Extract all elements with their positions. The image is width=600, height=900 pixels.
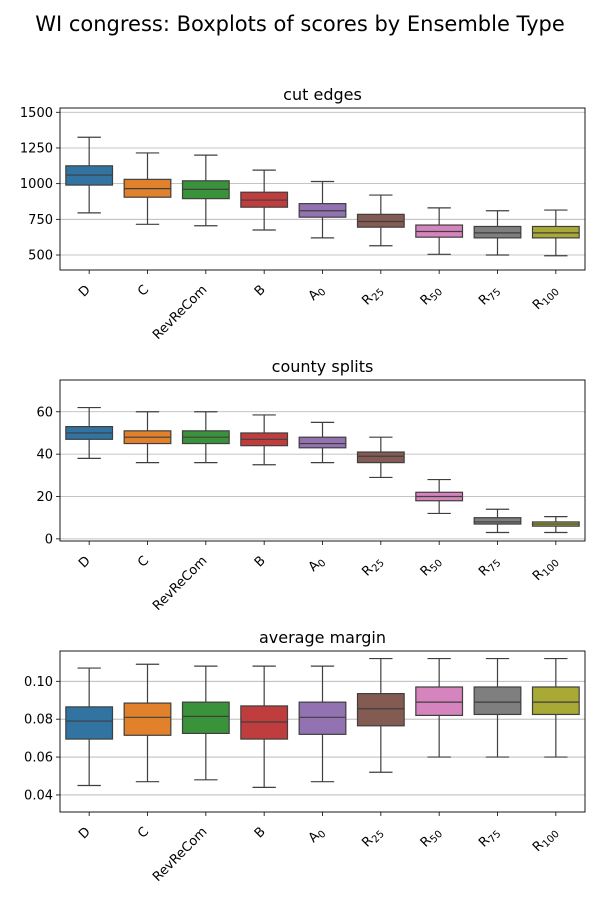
y-tick-label: 0 [45,532,53,547]
box-D [65,667,114,787]
x-tick-label: C [135,824,152,841]
box-R75 [473,210,522,256]
box-D [65,136,114,214]
box-R25 [356,194,405,247]
iqr-box [298,436,347,449]
x-tick-label: R75 [476,282,503,309]
x-tick-label: B [252,824,269,841]
x-tick-label: R25 [359,553,386,580]
y-tick-label: 750 [28,213,53,228]
iqr-box [531,686,580,716]
box-B [240,169,289,231]
x-tick-label: C [135,553,152,570]
x-tick-label: R100 [530,824,562,856]
x-tick-label: C [135,282,152,299]
x-tick-label: D [76,553,94,571]
box-R25 [356,657,405,773]
y-tick-label: 1000 [20,177,53,192]
x-tick-label: R50 [418,553,445,580]
x-tick-label: R50 [418,824,445,851]
y-tick-label: 20 [36,490,53,505]
box-D [65,406,114,459]
iqr-box [298,701,347,735]
x-tick-label: D [76,282,94,300]
box-A0 [298,665,347,783]
box-R100 [531,516,580,534]
x-tick-label: B [252,282,269,299]
box-R50 [415,657,464,758]
box-B [240,414,289,466]
box-A0 [298,180,347,239]
box-C [123,663,172,783]
subplot-title: average margin [259,628,386,647]
iqr-box [123,702,172,736]
y-tick-label: 0.06 [24,751,53,766]
y-tick-label: 40 [36,448,53,463]
x-tick-label: R50 [418,282,445,309]
x-tick-label: B [252,553,269,570]
x-tick-label: R100 [530,553,562,585]
iqr-box [531,225,580,239]
subplot-title: county splits [272,357,374,376]
box-C [123,411,172,464]
x-tick-label: R25 [359,282,386,309]
y-tick-label: 0.10 [24,675,53,690]
x-tick-label: D [76,824,94,842]
box-R75 [473,508,522,534]
iqr-box [356,451,405,464]
iqr-box [473,225,522,239]
figure-title: WI congress: Boxplots of scores by Ensem… [35,12,565,36]
box-A0 [298,421,347,464]
x-tick-label: R75 [476,553,503,580]
x-tick-label: R25 [359,824,386,851]
x-tick-label: R100 [530,282,562,314]
y-tick-label: 1500 [20,106,53,121]
y-tick-label: 1250 [20,141,53,156]
iqr-box [356,213,405,228]
subplot-title: cut edges [283,85,362,104]
box-R75 [473,657,522,758]
iqr-box [473,686,522,716]
box-RevReCom [181,665,230,781]
box-RevReCom [181,154,230,227]
iqr-box [473,517,522,525]
x-tick-label: RevReCom [150,553,210,613]
y-tick-label: 0.08 [24,713,53,728]
box-R100 [531,657,580,758]
iqr-box [356,693,405,727]
box-C [123,152,172,225]
x-tick-label: R75 [476,824,503,851]
x-tick-label: A0 [306,282,329,305]
y-tick-label: 500 [28,249,53,264]
box-R100 [531,209,580,257]
iqr-box [65,706,114,740]
y-tick-label: 60 [36,405,53,420]
x-tick-label: RevReCom [150,282,210,342]
iqr-box [181,701,230,734]
box-R50 [415,478,464,515]
box-RevReCom [181,411,230,464]
y-tick-label: 0.04 [24,788,53,803]
box-B [240,665,289,788]
box-R25 [356,436,405,479]
iqr-box [415,686,464,716]
x-tick-label: A0 [306,824,329,847]
x-tick-label: RevReCom [150,824,210,884]
box-R50 [415,207,464,255]
x-tick-label: A0 [306,553,329,576]
